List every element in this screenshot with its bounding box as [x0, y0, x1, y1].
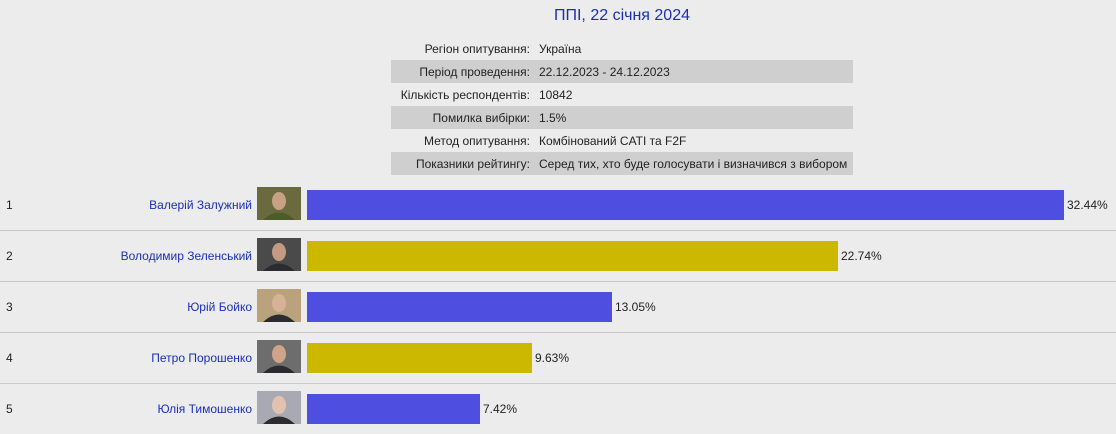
meta-key: Показники рейтингу:	[415, 156, 530, 171]
portrait-icon	[257, 340, 301, 373]
meta-value: 1.5%	[539, 110, 567, 125]
meta-key: Помилка вибірки:	[432, 110, 530, 125]
rank-number: 5	[6, 402, 13, 416]
meta-row-rating: Показники рейтингу: Серед тих, хто буде …	[391, 152, 853, 175]
candidate-name-link[interactable]: Володимир Зеленський	[120, 249, 252, 263]
meta-value: 10842	[539, 87, 573, 102]
meta-key: Регіон опитування:	[424, 41, 530, 56]
meta-row-respondents: Кількість респондентів: 10842	[391, 83, 853, 106]
percent-label: 9.63%	[535, 351, 570, 365]
meta-row-region: Регіон опитування: Україна	[391, 37, 853, 60]
meta-key: Період проведення:	[419, 64, 530, 79]
rating-bar	[307, 394, 480, 424]
meta-value: Серед тих, хто буде голосувати і визначи…	[539, 156, 848, 171]
portrait-icon	[257, 289, 301, 322]
meta-row-method: Метод опитування: Комбінований CATI та F…	[391, 129, 853, 152]
rank-number: 4	[6, 351, 13, 365]
rating-bar	[307, 241, 838, 271]
candidate-name-link[interactable]: Петро Порошенко	[151, 351, 252, 365]
meta-row-period: Період проведення: 22.12.2023 - 24.12.20…	[391, 60, 853, 83]
survey-info-table: Регіон опитування: Україна Період провед…	[391, 37, 853, 175]
chart-title: ППІ, 22 січня 2024	[553, 7, 690, 24]
percent-label: 7.42%	[483, 402, 518, 416]
rank-number: 2	[6, 249, 13, 263]
candidate-name-link[interactable]: Юрій Бойко	[187, 300, 252, 314]
portrait-icon	[257, 238, 301, 271]
meta-key: Кількість респондентів:	[400, 87, 530, 102]
candidate-row: 1 Валерій Залужний 32.44%	[0, 180, 1116, 230]
percent-label: 13.05%	[615, 300, 656, 314]
meta-value: Комбінований CATI та F2F	[539, 133, 687, 148]
meta-row-error: Помилка вибірки: 1.5%	[391, 106, 853, 129]
rating-bar	[307, 343, 532, 373]
candidate-name-link[interactable]: Юлія Тимошенко	[157, 402, 253, 416]
percent-label: 32.44%	[1067, 198, 1108, 212]
rating-bars: 1 Валерій Залужний 32.44% 2 Володимир Зеленс…	[0, 180, 1116, 434]
meta-value: Україна	[539, 41, 582, 56]
candidate-row: 4 Петро Порошенко 9.63%	[0, 332, 1116, 383]
rank-number: 1	[6, 198, 13, 212]
portrait-icon	[257, 391, 301, 424]
rank-number: 3	[6, 300, 13, 314]
candidate-name-link[interactable]: Валерій Залужний	[149, 198, 252, 212]
candidate-row: 5 Юлія Тимошенко 7.42%	[0, 383, 1116, 434]
meta-value: 22.12.2023 - 24.12.2023	[539, 64, 670, 79]
meta-key: Метод опитування:	[423, 133, 530, 148]
percent-label: 22.74%	[841, 249, 882, 263]
portrait-military-icon	[257, 187, 301, 220]
candidate-row: 2 Володимир Зеленський 22.74%	[0, 230, 1116, 281]
candidate-row: 3 Юрій Бойко 13.05%	[0, 281, 1116, 332]
rating-bar	[307, 190, 1064, 220]
rating-bar	[307, 292, 612, 322]
